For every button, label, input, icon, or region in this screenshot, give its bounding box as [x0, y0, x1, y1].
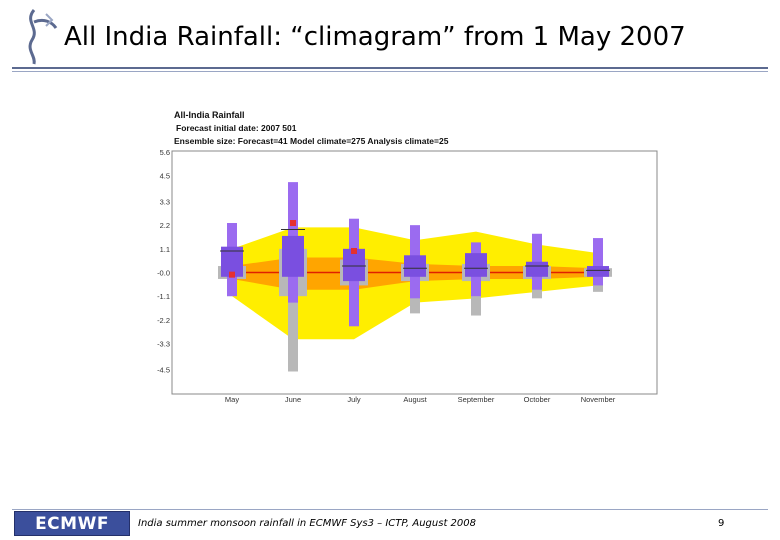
forecast-box — [282, 235, 304, 277]
forecast-box — [221, 246, 243, 277]
y-tick-label: -1.1 — [157, 292, 170, 301]
institute-logo-icon — [28, 9, 58, 65]
plot-layer — [218, 182, 612, 372]
climagram-chart: All-India Rainfall Forecast initial date… — [157, 110, 658, 404]
x-tick-label: November — [581, 395, 616, 404]
title-divider — [12, 67, 768, 69]
x-tick-label: September — [458, 395, 495, 404]
chart-title: All-India Rainfall — [174, 110, 245, 120]
x-tick-label: October — [524, 395, 551, 404]
ecmwf-logo: ECMWF — [14, 511, 130, 536]
footer-divider — [12, 509, 768, 538]
y-tick-label: 4.5 — [160, 172, 170, 181]
x-tick-label: May — [225, 395, 239, 404]
x-tick-label: August — [403, 395, 427, 404]
slide-title: All India Rainfall: “climagram” from 1 M… — [64, 22, 686, 52]
observed-marker — [229, 271, 235, 278]
chart-subtitle-initial-date: Forecast initial date: 2007 501 — [176, 123, 297, 133]
observed-marker — [351, 247, 357, 254]
x-tick-label: June — [285, 395, 301, 404]
forecast-box — [526, 261, 548, 277]
chart-subtitle-ensemble-size: Ensemble size: Forecast=41 Model climate… — [174, 136, 449, 146]
forecast-box — [404, 255, 426, 277]
forecast-box — [587, 266, 609, 277]
x-tick-label: July — [347, 395, 361, 404]
forecast-whisker — [593, 238, 603, 286]
y-tick-label: -3.3 — [157, 340, 170, 349]
y-tick-label: 3.3 — [160, 197, 170, 206]
observed-marker — [290, 220, 296, 227]
y-tick-label: 1.1 — [160, 245, 170, 254]
y-tick-label: -0.0 — [157, 269, 170, 278]
y-tick-label: -2.2 — [157, 316, 170, 325]
y-tick-label: -4.5 — [157, 365, 170, 374]
forecast-box — [465, 253, 487, 277]
page-number: 9 — [718, 518, 725, 529]
y-tick-label: 2.2 — [160, 221, 170, 230]
y-tick-label: 5.6 — [160, 148, 170, 157]
forecast-box — [343, 248, 365, 282]
footer-caption: India summer monsoon rainfall in ECMWF S… — [138, 518, 477, 529]
axis-layer: 5.6 4.5 3.3 2.2 1.1 -0.0 -1.1 -2.2 -3.3 -4.5 May Ju… — [157, 148, 616, 404]
title-divider-thin — [12, 71, 768, 72]
